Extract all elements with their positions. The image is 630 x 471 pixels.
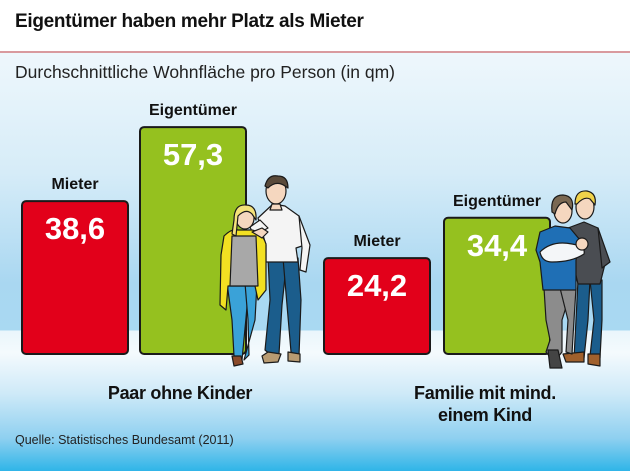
category-label-line: einem Kind	[437, 405, 532, 425]
bar-value-label: 38,6	[45, 211, 105, 246]
series-label: Eigentümer	[453, 193, 541, 210]
category-label-couple: Paar ohne Kinder	[60, 382, 300, 404]
series-label: Mieter	[353, 233, 400, 250]
family-illustration	[535, 190, 611, 369]
category-label-line: Familie mit mind.	[414, 383, 556, 403]
man-figure	[249, 175, 311, 364]
mother-figure	[535, 194, 589, 369]
woman-figure	[219, 204, 269, 367]
chart-title: Eigentümer haben mehr Platz als Mieter	[15, 11, 364, 32]
header: Eigentümer haben mehr Platz als Mieter	[0, 0, 630, 51]
title-divider	[0, 51, 630, 53]
bar-value-label: 34,4	[467, 228, 528, 263]
series-label: Eigentümer	[149, 102, 237, 119]
source-note: Quelle: Statistisches Bundesamt (2011)	[15, 433, 234, 447]
series-label: Mieter	[51, 176, 98, 193]
category-label-line: Paar ohne Kinder	[107, 383, 253, 403]
bar-mieter-1	[323, 257, 431, 355]
category-label-family: Familie mit mind. einem Kind	[385, 382, 585, 426]
bar-value-label: 24,2	[347, 268, 407, 303]
couple-illustration	[219, 175, 311, 367]
bar-mieter-0	[21, 200, 129, 355]
bar-value-label: 57,3	[163, 137, 223, 172]
chart-subtitle: Durchschnittliche Wohnfläche pro Person …	[15, 62, 395, 82]
